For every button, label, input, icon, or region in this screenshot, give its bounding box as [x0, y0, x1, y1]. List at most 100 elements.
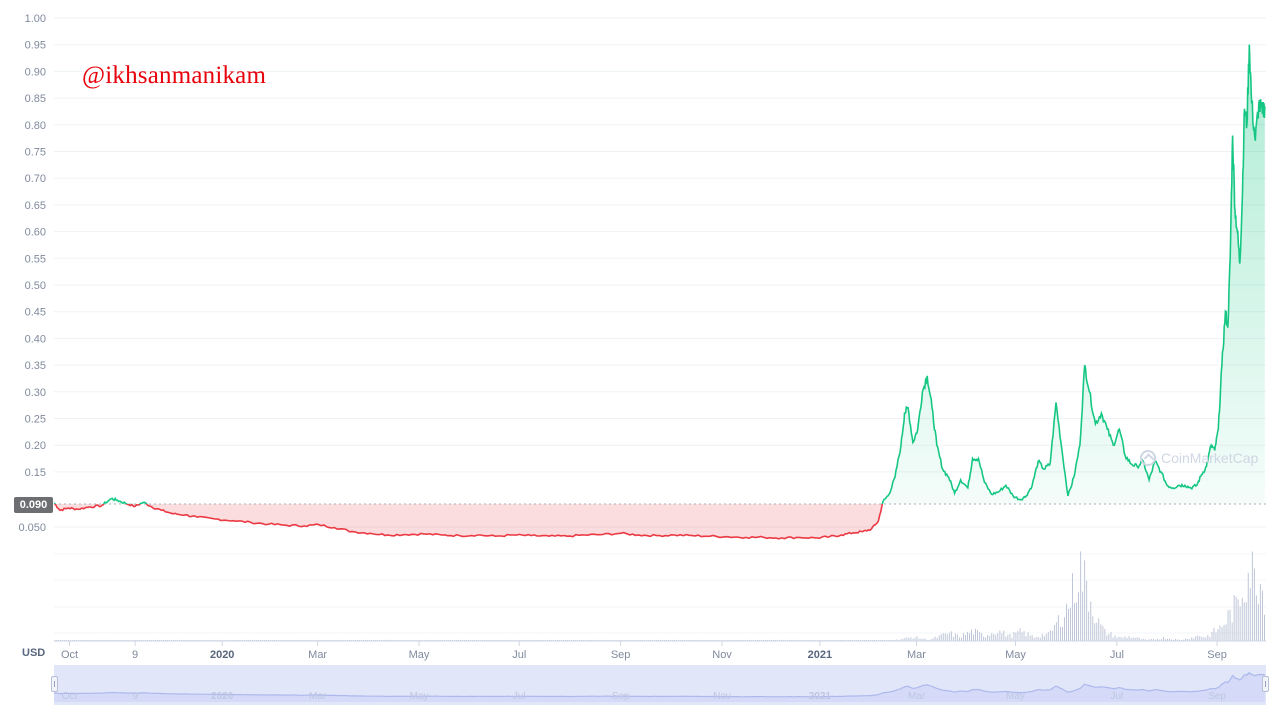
volume-bar [367, 639, 368, 641]
volume-bar [678, 639, 680, 641]
volume-bar [314, 639, 316, 641]
volume-bar [906, 637, 908, 641]
volume-bar [340, 639, 342, 641]
brand-name: CoinMarketCap [1161, 450, 1259, 466]
x-tick-label: May [1005, 649, 1026, 661]
volume-bar [938, 635, 940, 641]
volume-bar [948, 632, 950, 641]
volume-bar [910, 637, 912, 641]
x-tick-label: 9 [132, 649, 138, 661]
volume-bar [1114, 635, 1116, 641]
volume-bar [1233, 595, 1235, 641]
volume-bar [944, 633, 946, 641]
volume-bar [1247, 572, 1249, 641]
volume-bar [985, 637, 987, 641]
volume-bar [1037, 636, 1039, 641]
volume-bar [1253, 568, 1255, 641]
volume-bar [1094, 623, 1096, 641]
volume-bar [1100, 624, 1102, 641]
volume-bar [1084, 560, 1086, 641]
volume-bar [912, 638, 914, 641]
y-tick-label: 0.85 [25, 93, 46, 105]
volume-bar [1045, 633, 1047, 641]
volume-bar [1158, 639, 1160, 641]
price-area [54, 44, 1265, 539]
volume-bar [460, 639, 461, 641]
volume-bar [1003, 630, 1005, 641]
volume-bar [1142, 638, 1144, 641]
volume-bar [1229, 609, 1231, 641]
volume-bar [1122, 637, 1124, 641]
volume-bar [391, 639, 393, 641]
x-tick-label: Oct [61, 649, 78, 661]
volume-bar [908, 637, 910, 641]
volume-bar [1239, 606, 1241, 641]
y-tick-label: 0.75 [25, 147, 46, 159]
volume-bar [504, 639, 506, 641]
volume-bar [779, 639, 781, 641]
volume-bar [934, 636, 936, 641]
volume-bar [1207, 635, 1209, 641]
price-line [54, 44, 1266, 540]
volume-bar [1223, 625, 1225, 641]
volume-bar [973, 634, 974, 641]
volume-bar [1009, 634, 1011, 641]
volume-bar [1245, 602, 1247, 641]
volume-bar [1126, 637, 1128, 641]
watermark-text: @ikhsanmanikam [82, 62, 267, 89]
volume-bar [1062, 627, 1063, 641]
volume-bar [1035, 637, 1037, 641]
y-tick-label: 0.15 [25, 467, 46, 479]
volume-bar [789, 639, 791, 641]
volume-bar [1064, 617, 1065, 641]
volume-bar [1205, 637, 1207, 641]
y-tick-label: 0.45 [25, 307, 46, 319]
volume-bar [1078, 592, 1079, 641]
volume-bar [956, 634, 958, 641]
volume-bar [1197, 635, 1199, 641]
volume-bar [1195, 636, 1197, 641]
volume-bar [1221, 627, 1223, 641]
volume-bar [1051, 630, 1053, 641]
volume-bar [1215, 632, 1217, 641]
navigator-right-handle[interactable] [1262, 676, 1269, 692]
area-above-baseline [54, 44, 1265, 504]
volume-bar [1191, 637, 1193, 641]
volume-bar [700, 639, 702, 641]
volume-bar [1148, 639, 1150, 641]
volume-bar [1029, 635, 1031, 641]
volume-bar [1183, 639, 1185, 641]
navigator-left-handle[interactable] [51, 676, 58, 692]
volume-bar [991, 633, 993, 641]
volume-bar [932, 638, 934, 641]
volume-bar [159, 639, 160, 641]
volume-bar [1128, 636, 1130, 641]
volume-bar [1092, 616, 1094, 641]
volume-bar [1104, 628, 1106, 641]
volume-bar [920, 638, 922, 641]
volume-bar [1152, 639, 1154, 641]
volume-bar [1185, 638, 1187, 641]
volume-bar [1013, 631, 1015, 641]
volume-bar [1150, 639, 1152, 641]
volume-bar [1043, 636, 1045, 641]
volume-bar [1033, 637, 1035, 641]
y-tick-label: 0.95 [25, 40, 46, 52]
x-tick-label: Nov [712, 649, 732, 661]
volume-bar [1057, 615, 1059, 641]
volume-bar [520, 639, 522, 641]
volume-bar [1225, 624, 1227, 641]
volume-bar [385, 639, 387, 641]
volume-bar [1189, 639, 1191, 641]
volume-bar [1023, 631, 1025, 641]
volume-bar [1049, 630, 1051, 641]
volume-bar [783, 639, 785, 641]
volume-bar [1060, 627, 1061, 641]
volume-bar [1070, 607, 1071, 641]
volume-bar [900, 639, 902, 641]
volume-bar [1241, 597, 1243, 641]
range-navigator[interactable] [54, 665, 1266, 705]
volume-bar [532, 639, 534, 641]
y-axis-ticks: 1.00 0.95 0.90 0.85 0.80 0.75 0.70 0.65 0.60 0.55… [18, 13, 46, 534]
